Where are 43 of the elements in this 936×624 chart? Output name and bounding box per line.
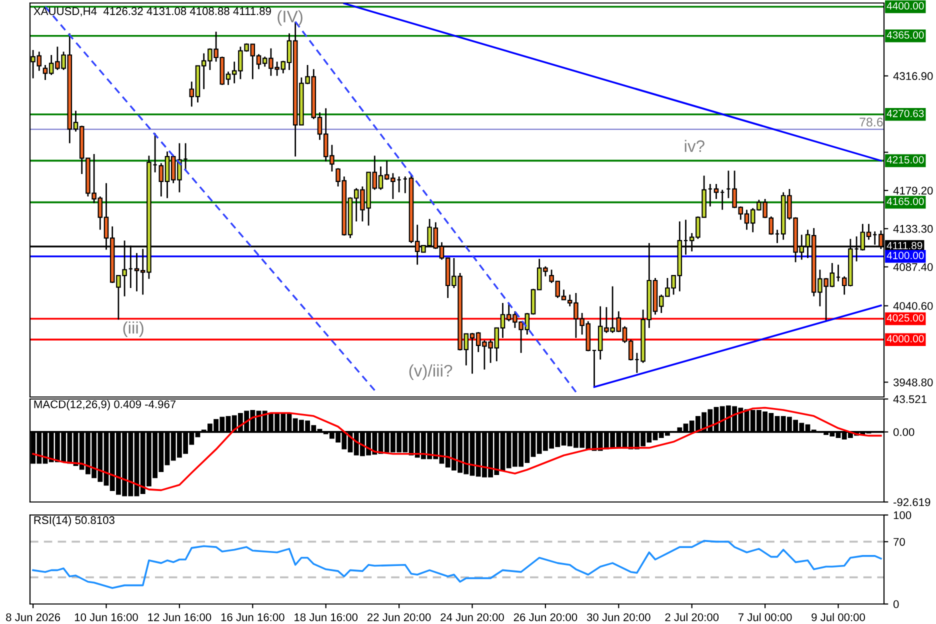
x-tick-label: 8 Jun 2026 — [6, 613, 60, 622]
ref-line-label: 4165.00 — [886, 198, 924, 206]
y-tick-label: 4179.20 — [893, 186, 933, 195]
y-tick-label: 4087.40 — [893, 263, 933, 271]
y-tick-label: -92.619 — [894, 498, 930, 506]
ref-line-label: 4215.00 — [886, 156, 924, 164]
y-tick-label: 100 — [894, 511, 912, 520]
y-tick-label: 70 — [894, 538, 905, 546]
ref-line-label: 4365.00 — [886, 31, 924, 39]
y-tick-label: 0.00 — [893, 428, 914, 436]
y-tick-label: 4133.30 — [893, 224, 933, 233]
line-series — [32, 540, 882, 589]
annotation: (IV) — [278, 10, 302, 26]
x-tick-label: 9 Jul 00:00 — [812, 613, 865, 622]
annotation: 78.6 — [860, 118, 883, 127]
annotation: (v)/iii? — [409, 364, 452, 380]
x-tick-label: 22 Jun 20:00 — [367, 613, 431, 622]
y-tick-label: 0 — [893, 600, 899, 608]
x-tick-label: 7 Jul 00:00 — [738, 613, 792, 622]
y-tick-label: 4040.60 — [893, 302, 933, 310]
ref-line-label: 4025.00 — [886, 314, 924, 322]
candlestick — [714, 183, 719, 200]
x-tick-label: 26 Jun 20:00 — [514, 613, 578, 622]
chart-title: MACD(12,26,9) 0.409 -4.967 — [34, 400, 176, 410]
ref-line-label: 4100.00 — [886, 252, 924, 260]
ref-line-label: 4400.00 — [886, 2, 924, 10]
y-tick-label: 4316.90 — [893, 72, 933, 80]
x-tick-label: 10 Jun 16:00 — [74, 613, 138, 622]
annotation: (iii) — [123, 321, 144, 337]
y-tick-label: 3948.80 — [893, 378, 933, 386]
chart-title: RSI(14) 50.8103 — [34, 516, 114, 526]
ref-line-label: 4000.00 — [886, 335, 924, 342]
x-tick-label: 30 Jun 20:00 — [586, 613, 650, 622]
ref-line-label: 4111.89 — [886, 242, 922, 250]
annotation: iv? — [684, 140, 704, 152]
x-tick-label: 12 Jun 16:00 — [148, 613, 212, 622]
chart-title: XAUUSD,H4 4126.32 4131.08 4108.88 4111.89 — [34, 7, 271, 16]
x-tick-label: 24 Jun 20:00 — [440, 613, 504, 622]
x-tick-label: 18 Jun 16:00 — [294, 613, 358, 622]
x-tick-label: 16 Jun 16:00 — [221, 613, 284, 622]
x-tick-label: 2 Jul 20:00 — [665, 613, 719, 622]
y-tick-label: 43.521 — [893, 395, 926, 404]
ref-line-label: 4270.63 — [886, 110, 924, 118]
